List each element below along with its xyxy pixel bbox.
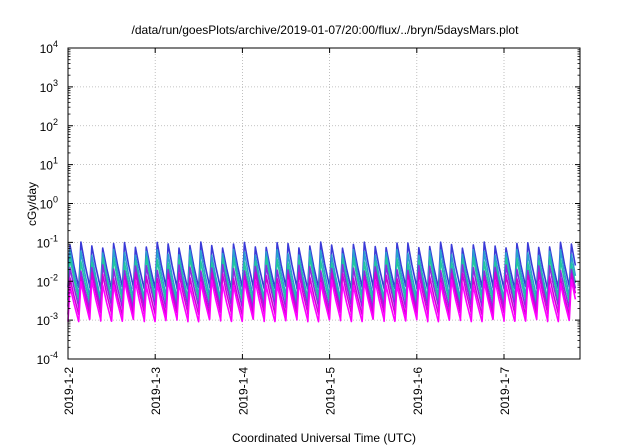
x-tick-label: 2019-1-3 (149, 367, 163, 415)
y-tick-label: 103 (40, 78, 58, 95)
y-axis: 10-4 10-3 10-2 10-1 100 101 102 103 104 (37, 39, 580, 367)
y-tick-label: 10-2 (37, 272, 58, 289)
x-tick-label: 2019-1-7 (498, 367, 512, 415)
series-line (67, 279, 577, 323)
series-group (67, 241, 577, 323)
y-tick-label: 10-4 (37, 350, 58, 367)
chart-title: /data/run/goesPlots/archive/2019-01-07/2… (132, 23, 520, 37)
x-tick-label: 2019-1-6 (411, 367, 425, 415)
y-axis-label: cGy/day (25, 182, 39, 226)
x-tick-label: 2019-1-4 (236, 367, 250, 415)
y-tick-label: 10-3 (37, 311, 58, 328)
y-tick-label: 100 (40, 195, 58, 212)
y-tick-label: 104 (40, 39, 58, 56)
x-axis-label: Coordinated Universal Time (UTC) (232, 431, 416, 445)
y-tick-label: 102 (40, 117, 58, 134)
x-tick-label: 2019-1-5 (324, 367, 338, 415)
y-tick-label: 101 (40, 156, 58, 173)
x-axis: 2019-1-2 2019-1-3 2019-1-4 2019-1-5 2019-1-6… (62, 48, 512, 415)
y-tick-label: 10-1 (37, 233, 58, 250)
x-tick-label: 2019-1-2 (62, 367, 76, 415)
